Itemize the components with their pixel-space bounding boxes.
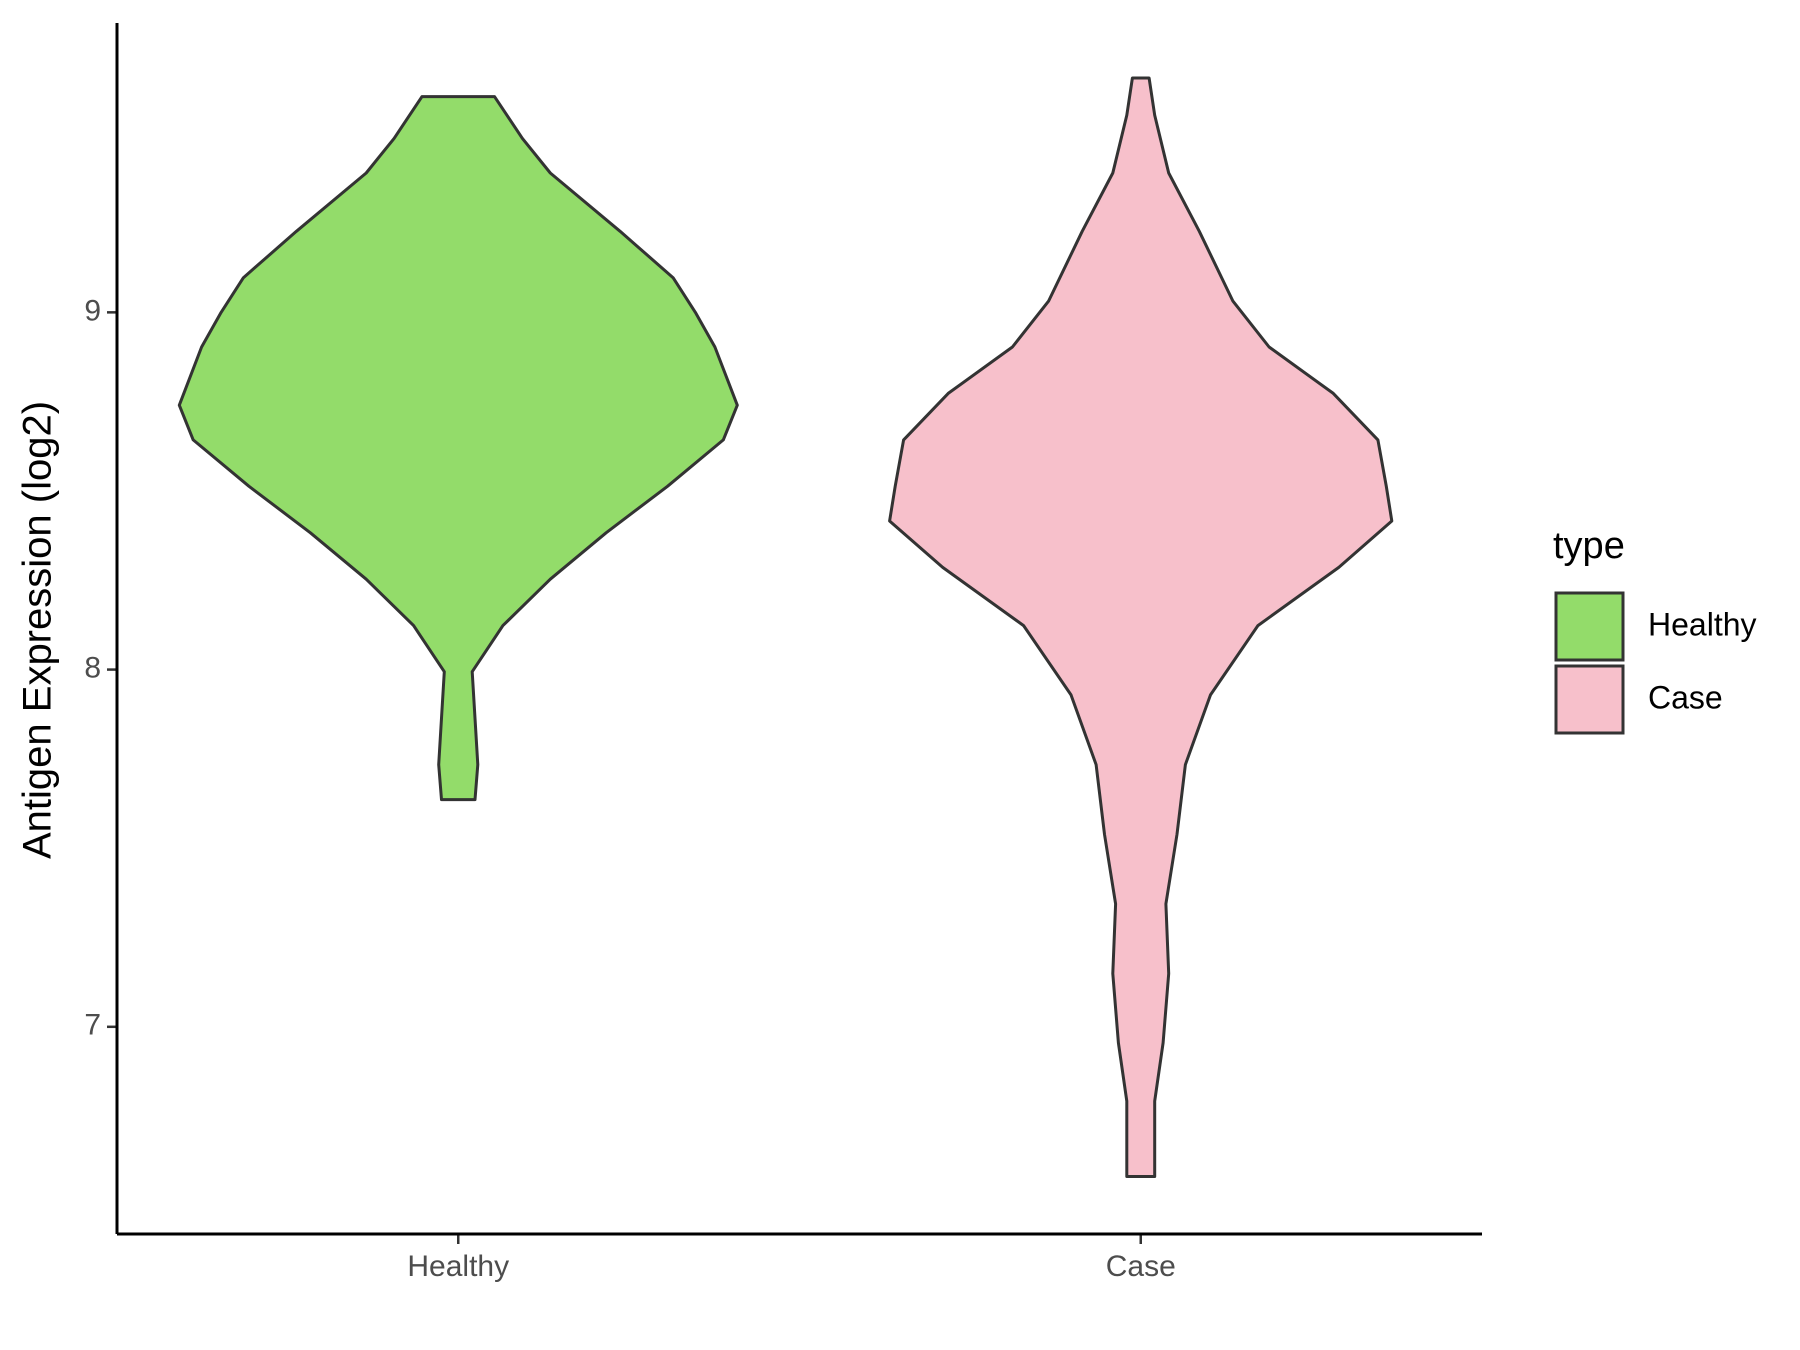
y-tick-label: 8 [84, 652, 101, 685]
x-tick-label: Healthy [407, 1250, 509, 1283]
y-axis-title: Antigen Expression (log2) [16, 401, 60, 859]
x-tick-label: Case [1106, 1250, 1176, 1283]
y-tick-label: 9 [84, 294, 101, 327]
y-tick-label: 7 [84, 1009, 101, 1042]
legend-label: Healthy [1648, 606, 1757, 642]
legend-key [1554, 664, 1625, 735]
legend-label: Case [1648, 679, 1723, 715]
violin [888, 76, 1394, 1178]
legend-key [1554, 591, 1625, 662]
legend-title: type [1553, 525, 1625, 567]
violin [177, 95, 739, 802]
